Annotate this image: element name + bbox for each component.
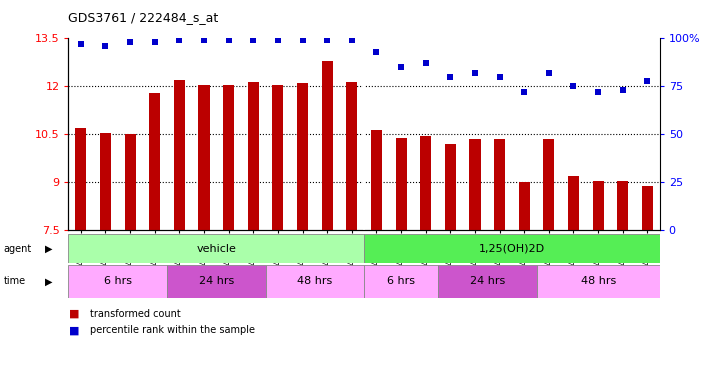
- Text: vehicle: vehicle: [196, 243, 236, 254]
- Bar: [223, 85, 234, 230]
- Text: ■: ■: [68, 309, 79, 319]
- Bar: [544, 139, 554, 230]
- Bar: [593, 181, 603, 230]
- Bar: [125, 134, 136, 230]
- Bar: [248, 81, 259, 230]
- Bar: [420, 136, 431, 230]
- Bar: [167, 265, 265, 298]
- Text: 6 hrs: 6 hrs: [387, 276, 415, 286]
- Bar: [149, 93, 160, 230]
- Bar: [68, 265, 167, 298]
- Text: 1,25(OH)2D: 1,25(OH)2D: [479, 243, 545, 254]
- Text: time: time: [4, 276, 26, 286]
- Bar: [518, 182, 530, 230]
- Bar: [445, 144, 456, 230]
- Text: agent: agent: [4, 243, 32, 254]
- Bar: [438, 265, 536, 298]
- Bar: [265, 265, 364, 298]
- Bar: [494, 139, 505, 230]
- Bar: [371, 129, 382, 230]
- Bar: [100, 133, 111, 230]
- Bar: [396, 137, 407, 230]
- Bar: [364, 265, 438, 298]
- Bar: [273, 85, 283, 230]
- Text: ▶: ▶: [45, 276, 52, 286]
- Text: ▶: ▶: [45, 243, 52, 254]
- Bar: [469, 139, 480, 230]
- Bar: [75, 128, 87, 230]
- Bar: [617, 181, 628, 230]
- Bar: [346, 81, 358, 230]
- Text: GDS3761 / 222484_s_at: GDS3761 / 222484_s_at: [68, 12, 218, 25]
- Bar: [642, 185, 653, 230]
- Bar: [322, 61, 332, 230]
- Text: percentile rank within the sample: percentile rank within the sample: [90, 325, 255, 335]
- Bar: [568, 176, 579, 230]
- Text: 24 hrs: 24 hrs: [199, 276, 234, 286]
- Text: 24 hrs: 24 hrs: [469, 276, 505, 286]
- Text: 48 hrs: 48 hrs: [297, 276, 332, 286]
- Text: 6 hrs: 6 hrs: [104, 276, 132, 286]
- Bar: [536, 265, 660, 298]
- Bar: [364, 234, 660, 263]
- Bar: [68, 234, 364, 263]
- Bar: [198, 85, 210, 230]
- Bar: [297, 83, 308, 230]
- Text: transformed count: transformed count: [90, 309, 181, 319]
- Bar: [174, 80, 185, 230]
- Text: ■: ■: [68, 325, 79, 335]
- Text: 48 hrs: 48 hrs: [580, 276, 616, 286]
